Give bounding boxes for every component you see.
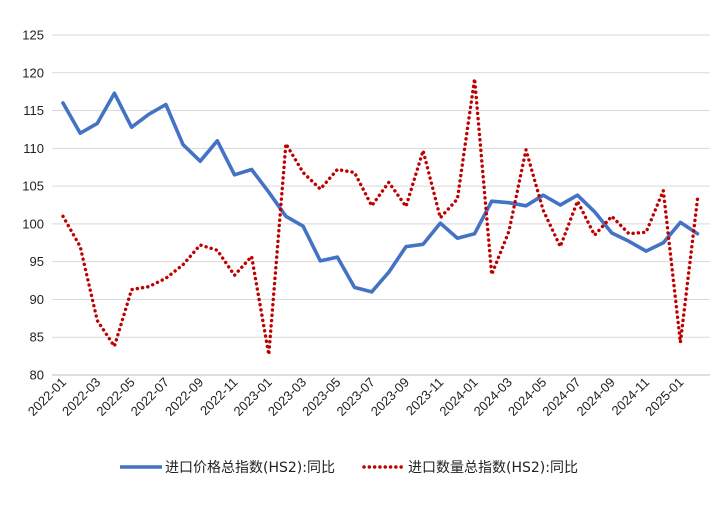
y-tick-label: 125 bbox=[22, 28, 44, 43]
y-tick-label: 120 bbox=[22, 65, 44, 80]
legend: 进口价格总指数(HS2):同比 进口数量总指数(HS2):同比 bbox=[120, 460, 578, 476]
y-tick-label: 110 bbox=[23, 141, 44, 156]
y-tick-label: 85 bbox=[30, 330, 44, 345]
x-axis-tick-labels: 2022-012022-032022-052022-072022-092022-… bbox=[25, 375, 687, 419]
y-tick-label: 90 bbox=[30, 292, 44, 307]
series-line-volume-index bbox=[61, 77, 700, 357]
series-line-price-index bbox=[61, 91, 700, 294]
x-tick-label: 2023-09 bbox=[368, 375, 412, 419]
x-tick-label: 2022-09 bbox=[162, 375, 206, 419]
legend-label-price-index: 进口价格总指数(HS2):同比 bbox=[165, 460, 335, 476]
x-tick-label: 2024-09 bbox=[574, 375, 618, 419]
gridlines bbox=[52, 34, 710, 338]
y-tick-label: 100 bbox=[22, 216, 44, 231]
x-tick-label: 2025-01 bbox=[642, 375, 686, 419]
y-tick-label: 80 bbox=[30, 368, 44, 383]
y-tick-label: 115 bbox=[23, 103, 44, 118]
legend-label-volume-index: 进口数量总指数(HS2):同比 bbox=[408, 460, 578, 476]
y-tick-label: 105 bbox=[22, 179, 44, 194]
series-lines bbox=[61, 77, 700, 357]
y-axis-tick-labels: 80 85 90 95 100 105 110 115 120 125 bbox=[22, 28, 44, 383]
y-tick-label: 95 bbox=[30, 254, 44, 269]
